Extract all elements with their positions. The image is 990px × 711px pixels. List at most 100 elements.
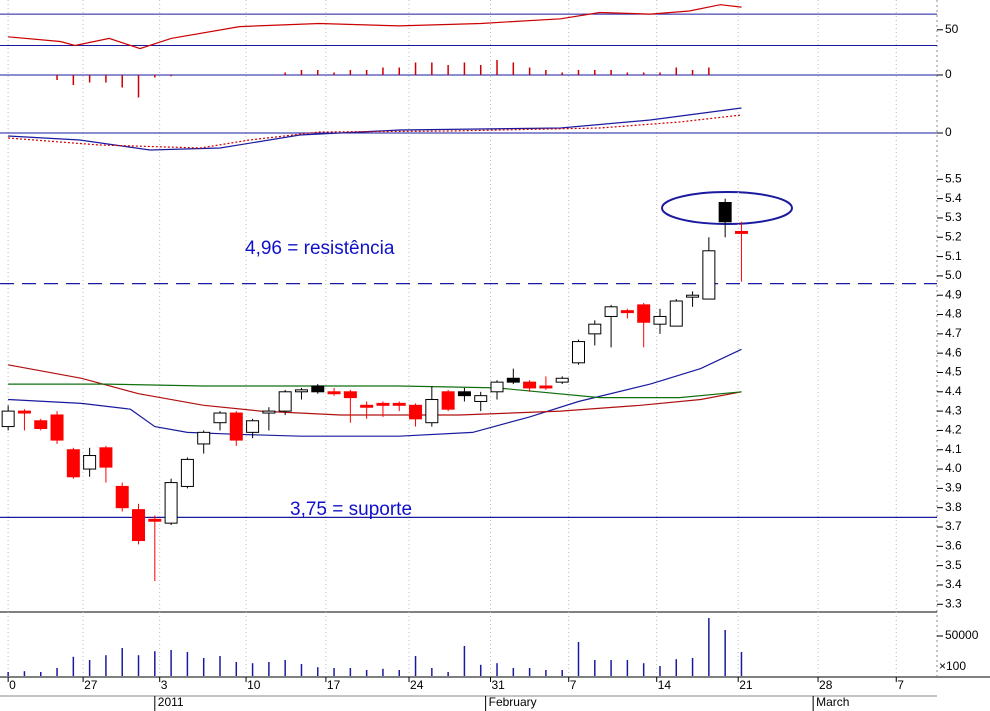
y-tick-label: 4.6 xyxy=(945,345,962,359)
candle-body xyxy=(180,458,194,487)
x-tick-label: 10 xyxy=(247,678,261,692)
month-label: March xyxy=(816,695,849,709)
candle-body xyxy=(571,341,585,364)
candle-body xyxy=(115,485,129,509)
x-tick-label: 0 xyxy=(9,678,16,692)
candle-body xyxy=(262,410,276,414)
month-label: 2011 xyxy=(158,695,184,709)
candle-body xyxy=(311,385,325,393)
y-tick-label: 5.5 xyxy=(945,171,962,185)
y-tick-label: 3.4 xyxy=(945,577,962,591)
candle-body xyxy=(392,402,406,406)
candle-body xyxy=(164,482,178,524)
y-tick-label: 4.8 xyxy=(945,307,962,321)
candle-body xyxy=(1,410,15,428)
candle-body xyxy=(425,399,439,424)
x-tick-label: 21 xyxy=(739,678,753,692)
y-tick-label: 4.7 xyxy=(945,326,962,340)
x-tick-label: 31 xyxy=(491,678,505,692)
candle-body xyxy=(718,201,732,223)
candle-body xyxy=(490,381,504,393)
candle-body xyxy=(17,410,31,414)
month-label: February xyxy=(489,695,537,709)
candle-body xyxy=(441,391,455,410)
y-tick-label: 0 xyxy=(945,125,952,139)
candle-body xyxy=(555,377,569,383)
x-tick-label: 28 xyxy=(819,678,833,692)
candle-body xyxy=(376,402,390,406)
candle-body xyxy=(734,230,748,234)
y-tick-label: 4.0 xyxy=(945,461,962,475)
candle-body xyxy=(669,300,683,327)
candle-body xyxy=(213,412,227,424)
candle-body xyxy=(588,323,602,335)
indicator-line xyxy=(8,107,742,151)
y-tick-label: 5.2 xyxy=(945,229,962,243)
highlight-ellipse xyxy=(661,191,793,225)
indicator-line xyxy=(8,4,742,50)
candle-body xyxy=(686,294,700,298)
candle-body xyxy=(132,509,146,542)
candle-body xyxy=(360,404,374,408)
candle-body xyxy=(246,420,260,433)
candle-body xyxy=(229,412,243,441)
x-tick-label: 27 xyxy=(84,678,98,692)
y-tick-label: 3.9 xyxy=(945,481,962,495)
y-tick-label: 4.5 xyxy=(945,365,962,379)
unit-note: ×100 xyxy=(939,659,966,673)
candle-body xyxy=(474,395,488,402)
candle-body xyxy=(604,306,618,317)
candle-body xyxy=(327,391,341,395)
indicator-line xyxy=(8,114,742,149)
x-tick-label: 14 xyxy=(658,678,672,692)
y-tick-label: 3.5 xyxy=(945,558,962,572)
y-tick-label: 4.4 xyxy=(945,384,962,398)
candle-body xyxy=(50,414,64,441)
y-tick-label: 50 xyxy=(945,22,959,36)
overlay-line xyxy=(8,348,742,437)
y-tick-label: 4.1 xyxy=(945,442,962,456)
y-tick-label: 5.1 xyxy=(945,249,962,263)
y-tick-label: 3.3 xyxy=(945,596,962,610)
candle-body xyxy=(523,381,537,389)
y-tick-label: 5.0 xyxy=(945,268,962,282)
y-tick-label: 3.7 xyxy=(945,519,962,533)
candle-body xyxy=(457,391,471,397)
x-tick-label: 7 xyxy=(570,678,577,692)
candle-body xyxy=(278,391,292,412)
annotation: 4,96 = resistência xyxy=(245,238,395,259)
annotation: 3,75 = suporte xyxy=(290,499,412,520)
x-tick-label: 17 xyxy=(327,678,341,692)
candle-body xyxy=(197,431,211,445)
y-tick-label: 0 xyxy=(945,67,952,81)
x-tick-label: 24 xyxy=(410,678,424,692)
candle-body xyxy=(637,304,651,323)
x-tick-label: 3 xyxy=(161,678,168,692)
candle-body xyxy=(83,455,97,470)
candle-body xyxy=(620,310,634,314)
candle-body xyxy=(148,518,162,522)
y-tick-label: 4.2 xyxy=(945,423,962,437)
candle-body xyxy=(99,447,113,468)
candle-body xyxy=(34,420,48,429)
candle-body xyxy=(539,385,553,389)
y-tick-label: 50000 xyxy=(945,628,979,642)
candle-body xyxy=(409,404,423,420)
candle-body xyxy=(702,250,716,300)
candle-body xyxy=(653,315,667,325)
candle-body xyxy=(66,449,80,478)
y-tick-label: 4.3 xyxy=(945,403,962,417)
candle-body xyxy=(294,389,308,393)
candle-body xyxy=(506,377,520,383)
y-tick-label: 3.8 xyxy=(945,500,962,514)
y-tick-label: 4.9 xyxy=(945,287,962,301)
candle-body xyxy=(343,391,357,399)
y-tick-label: 5.3 xyxy=(945,210,962,224)
y-tick-label: 3.6 xyxy=(945,538,962,552)
x-tick-label: 7 xyxy=(897,678,904,692)
overlay-line xyxy=(7,364,742,416)
overlay-line xyxy=(8,383,742,399)
y-tick-label: 5.4 xyxy=(945,191,962,205)
